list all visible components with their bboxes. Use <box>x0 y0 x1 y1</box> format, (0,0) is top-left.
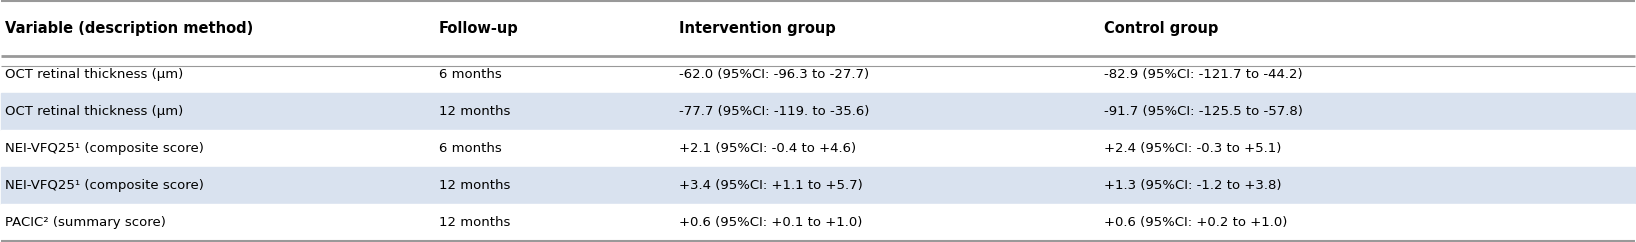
Text: +0.6 (95%CI: +0.2 to +1.0): +0.6 (95%CI: +0.2 to +1.0) <box>1104 216 1288 229</box>
Text: 12 months: 12 months <box>438 105 510 118</box>
Text: Follow-up: Follow-up <box>438 21 519 36</box>
Text: PACIC² (summary score): PACIC² (summary score) <box>5 216 165 229</box>
Bar <box>2 56 1634 93</box>
Bar <box>2 93 1634 130</box>
Text: -91.7 (95%CI: -125.5 to -57.8): -91.7 (95%CI: -125.5 to -57.8) <box>1104 105 1302 118</box>
Text: NEI-VFQ25¹ (composite score): NEI-VFQ25¹ (composite score) <box>5 142 203 155</box>
Text: +2.4 (95%CI: -0.3 to +5.1): +2.4 (95%CI: -0.3 to +5.1) <box>1104 142 1281 155</box>
Text: -82.9 (95%CI: -121.7 to -44.2): -82.9 (95%CI: -121.7 to -44.2) <box>1104 68 1302 81</box>
Bar <box>2 130 1634 167</box>
Text: OCT retinal thickness (μm): OCT retinal thickness (μm) <box>5 68 183 81</box>
Text: +3.4 (95%CI: +1.1 to +5.7): +3.4 (95%CI: +1.1 to +5.7) <box>679 179 862 192</box>
Text: Control group: Control group <box>1104 21 1219 36</box>
Bar <box>2 1 1634 56</box>
Text: 12 months: 12 months <box>438 216 510 229</box>
Text: Variable (description method): Variable (description method) <box>5 21 254 36</box>
Bar <box>2 204 1634 241</box>
Text: 12 months: 12 months <box>438 179 510 192</box>
Text: 6 months: 6 months <box>438 68 502 81</box>
Text: NEI-VFQ25¹ (composite score): NEI-VFQ25¹ (composite score) <box>5 179 203 192</box>
Bar <box>2 167 1634 204</box>
Text: +1.3 (95%CI: -1.2 to +3.8): +1.3 (95%CI: -1.2 to +3.8) <box>1104 179 1281 192</box>
Text: OCT retinal thickness (μm): OCT retinal thickness (μm) <box>5 105 183 118</box>
Text: +2.1 (95%CI: -0.4 to +4.6): +2.1 (95%CI: -0.4 to +4.6) <box>679 142 856 155</box>
Text: Intervention group: Intervention group <box>679 21 836 36</box>
Text: 6 months: 6 months <box>438 142 502 155</box>
Text: -77.7 (95%CI: -119. to -35.6): -77.7 (95%CI: -119. to -35.6) <box>679 105 870 118</box>
Text: +0.6 (95%CI: +0.1 to +1.0): +0.6 (95%CI: +0.1 to +1.0) <box>679 216 862 229</box>
Text: -62.0 (95%CI: -96.3 to -27.7): -62.0 (95%CI: -96.3 to -27.7) <box>679 68 869 81</box>
